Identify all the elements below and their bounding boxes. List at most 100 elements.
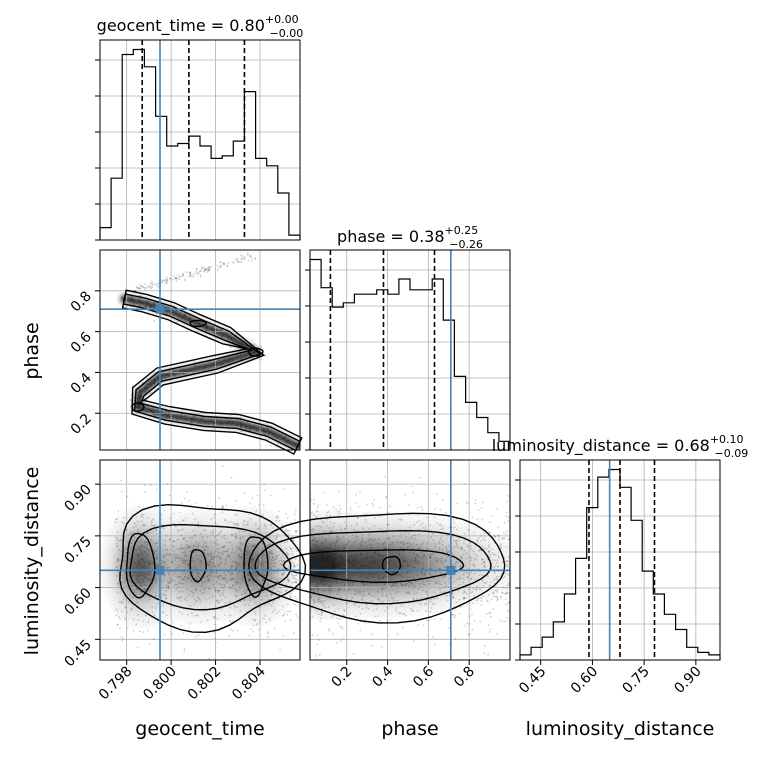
- scatter-point: [156, 549, 159, 552]
- scatter-point: [383, 547, 386, 550]
- scatter-point: [149, 283, 152, 285]
- scatter-point: [155, 605, 157, 608]
- scatter-point: [176, 576, 179, 578]
- scatter-point: [494, 559, 497, 562]
- scatter-point: [371, 555, 374, 558]
- contour-line: [129, 523, 292, 611]
- scatter-point: [219, 563, 222, 565]
- scatter-point: [287, 577, 289, 580]
- scatter-point: [296, 564, 299, 567]
- scatter-point: [379, 619, 381, 622]
- scatter-point: [250, 628, 252, 631]
- scatter-point: [380, 646, 383, 648]
- scatter-point: [202, 546, 204, 548]
- scatter-point: [413, 640, 415, 642]
- scatter-point: [229, 620, 231, 622]
- scatter-point: [391, 583, 394, 585]
- scatter-point: [172, 621, 174, 624]
- scatter-point: [403, 584, 406, 586]
- scatter-point: [125, 555, 127, 558]
- scatter-point: [318, 601, 321, 603]
- scatter-point: [294, 604, 297, 607]
- scatter-point: [319, 572, 322, 575]
- scatter-point: [172, 545, 174, 548]
- scatter-point: [204, 548, 206, 551]
- scatter-point: [276, 571, 279, 574]
- scatter-point: [197, 557, 200, 560]
- scatter-point: [315, 543, 318, 546]
- scatter-point: [264, 525, 267, 527]
- scatter-point: [273, 587, 276, 590]
- scatter-point: [390, 585, 393, 588]
- scatter-point: [425, 603, 428, 605]
- scatter-point: [313, 557, 316, 560]
- scatter-point: [142, 286, 145, 288]
- scatter-point: [168, 573, 170, 576]
- scatter-point: [146, 285, 149, 288]
- scatter-point: [188, 500, 191, 502]
- scatter-point: [500, 595, 502, 598]
- scatter-point: [193, 598, 196, 600]
- scatter-point: [230, 418, 233, 421]
- scatter-point: [154, 595, 157, 597]
- scatter-point: [331, 565, 333, 568]
- scatter-point: [234, 532, 237, 535]
- scatter-point: [503, 521, 506, 524]
- scatter-point: [223, 584, 226, 587]
- scatter-point: [496, 559, 499, 562]
- scatter-point: [286, 579, 289, 581]
- scatter-point: [343, 548, 346, 551]
- scatter-point: [164, 561, 167, 563]
- scatter-point: [141, 285, 144, 288]
- scatter-point: [434, 516, 437, 519]
- scatter-point: [198, 576, 201, 579]
- scatter-point: [205, 327, 208, 329]
- scatter-point: [139, 397, 142, 400]
- x-tick-label: 0.45: [516, 664, 549, 697]
- scatter-point: [187, 319, 190, 322]
- scatter-point: [184, 314, 187, 316]
- scatter-point: [411, 547, 414, 549]
- scatter-point: [311, 634, 314, 637]
- scatter-point: [221, 578, 224, 581]
- scatter-point: [282, 437, 284, 439]
- scatter-point: [178, 576, 181, 578]
- scatter-point: [163, 279, 166, 282]
- scatter-point: [181, 547, 184, 550]
- scatter-point: [239, 583, 242, 585]
- scatter-point: [133, 562, 136, 565]
- scatter-point: [421, 557, 423, 560]
- scatter-point: [507, 538, 510, 541]
- scatter-point: [169, 313, 172, 316]
- scatter-point: [458, 613, 461, 615]
- scatter-point: [136, 406, 139, 409]
- scatter-point: [200, 266, 203, 269]
- scatter-point: [196, 614, 199, 617]
- scatter-point: [147, 407, 150, 410]
- scatter-point: [130, 584, 133, 587]
- scatter-point: [237, 418, 239, 421]
- scatter-point: [224, 560, 227, 562]
- scatter-point: [140, 396, 143, 399]
- scatter-point: [387, 577, 390, 579]
- scatter-point: [153, 413, 156, 415]
- scatter-point: [338, 490, 340, 493]
- scatter-point: [116, 517, 118, 520]
- scatter-point: [270, 559, 272, 561]
- scatter-point: [235, 536, 237, 538]
- scatter-point: [200, 422, 202, 424]
- scatter-point: [215, 599, 218, 602]
- scatter-point: [416, 592, 419, 594]
- scatter-point: [320, 614, 323, 617]
- x-tick-label: 0.6: [410, 663, 437, 690]
- scatter-point: [207, 578, 210, 581]
- scatter-point: [143, 576, 146, 579]
- scatter-point: [226, 548, 229, 550]
- scatter-point: [317, 573, 320, 576]
- scatter-point: [209, 365, 212, 368]
- scatter-point: [500, 547, 502, 549]
- scatter-point: [400, 541, 403, 544]
- scatter-point: [258, 560, 260, 562]
- scatter-point: [126, 529, 128, 531]
- scatter-point: [371, 539, 373, 542]
